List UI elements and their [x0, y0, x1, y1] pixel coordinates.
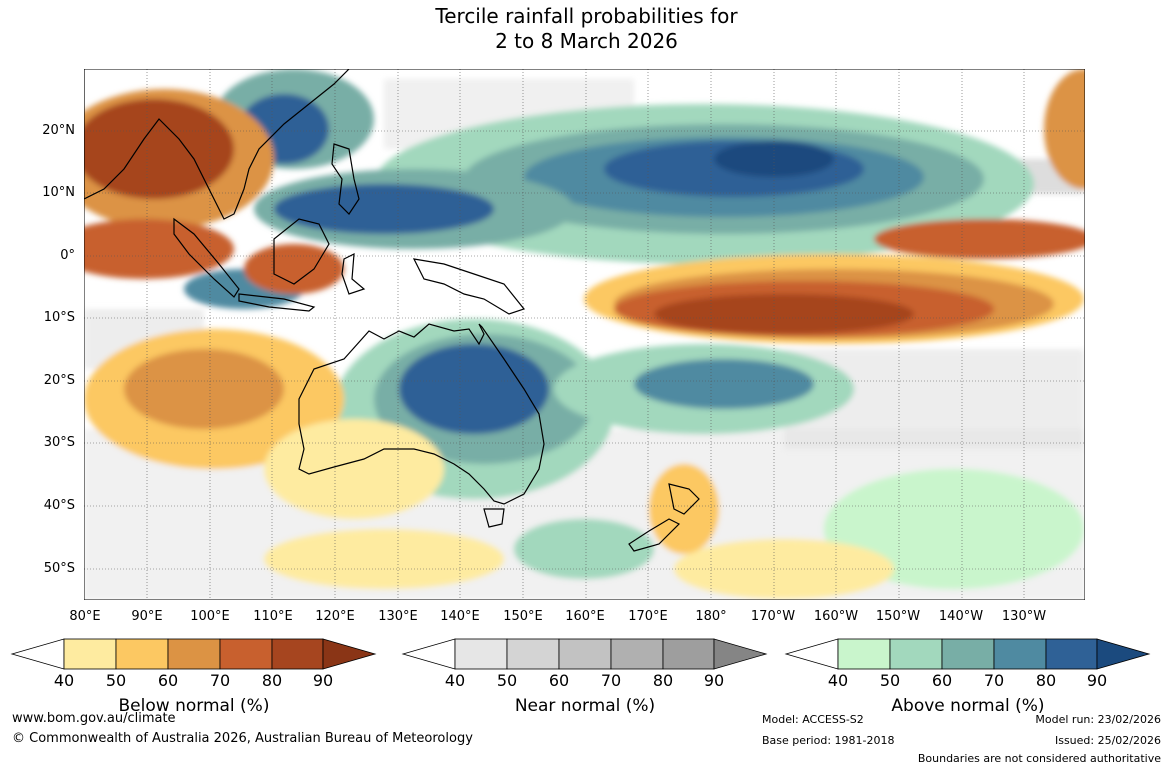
near-tick-40: 40: [444, 671, 466, 690]
near-swatch-1: [454, 638, 508, 670]
footer-model: Model: ACCESS-S2: [762, 713, 864, 726]
near-colorbar-title: Near normal (%): [514, 696, 656, 716]
title-line-2: 2 to 8 March 2026: [495, 29, 678, 53]
near-swatch-4: [610, 638, 664, 670]
colorbar-below: [10, 638, 377, 670]
lat-label-40s: 40°S: [43, 498, 75, 513]
below-tick-40: 40: [53, 671, 75, 690]
lat-label-30s: 30°S: [43, 435, 75, 450]
above-tick-80: 80: [1035, 671, 1057, 690]
lon-label-80e: 80°E: [69, 609, 101, 624]
colorbar-near: [401, 638, 768, 670]
near-tick-70: 70: [600, 671, 622, 690]
lon-label-100e: 100°E: [190, 609, 230, 624]
new-zealand-coast: [628, 483, 700, 552]
above-swatch-5: [1045, 638, 1098, 670]
lon-label-130w: 130°W: [1001, 609, 1047, 624]
near-swatch-5: [662, 638, 715, 670]
above-tick-50: 50: [879, 671, 901, 690]
lon-label-140w: 140°W: [938, 609, 984, 624]
lon-label-90e: 90°E: [131, 609, 163, 624]
below-tick-60: 60: [157, 671, 179, 690]
lon-label-170w: 170°W: [750, 609, 796, 624]
lon-label-140e: 140°E: [440, 609, 480, 624]
above-colorbar-title: Above normal (%): [891, 696, 1045, 716]
lon-label-160w: 160°W: [813, 609, 859, 624]
near-swatch-0: [401, 638, 456, 670]
lat-label-20s: 20°S: [43, 373, 75, 388]
above-tick-60: 60: [931, 671, 953, 690]
colorbar-above: [784, 638, 1151, 670]
near-tick-90: 90: [703, 671, 725, 690]
lon-label-130e: 130°E: [378, 609, 418, 624]
near-swatch-6: [713, 638, 768, 670]
title-line-1: Tercile rainfall probabilities for: [435, 4, 738, 28]
lon-label-170e: 170°E: [628, 609, 668, 624]
lat-label-0: 0°: [60, 248, 75, 263]
below-swatch-0: [10, 638, 65, 670]
asia-coast: [83, 68, 350, 220]
footer-issued: Issued: 25/02/2026: [1054, 734, 1161, 747]
above-tick-70: 70: [983, 671, 1005, 690]
colorbars: [10, 638, 1151, 670]
lon-label-180: 180°: [695, 609, 727, 624]
lat-label-10s: 10°S: [43, 310, 75, 325]
below-swatch-1: [63, 638, 117, 670]
footer-base-period: Base period: 1981-2018: [762, 734, 895, 747]
above-swatch-4: [993, 638, 1047, 670]
footer-url[interactable]: www.bom.gov.au/climate: [12, 711, 176, 726]
lon-label-120e: 120°E: [315, 609, 355, 624]
near-swatch-2: [506, 638, 560, 670]
lon-label-160e: 160°E: [565, 609, 605, 624]
lon-label-150w: 150°W: [875, 609, 921, 624]
below-tick-80: 80: [261, 671, 283, 690]
above-swatch-3: [941, 638, 995, 670]
above-tick-90: 90: [1086, 671, 1108, 690]
sulawesi-coast: [341, 252, 366, 295]
australia-coast: [298, 323, 545, 505]
below-colorbar-title: Below normal (%): [118, 696, 270, 716]
below-tick-70: 70: [209, 671, 231, 690]
near-swatch-3: [558, 638, 612, 670]
probability-map: [54, 68, 1124, 601]
below-tick-90: 90: [312, 671, 334, 690]
near-tick-80: 80: [652, 671, 674, 690]
below-swatch-2: [115, 638, 169, 670]
below-swatch-4: [219, 638, 273, 670]
footer-model-run: Model run: 23/02/2026: [1035, 713, 1161, 726]
lat-label-20n: 20°N: [42, 123, 75, 138]
lat-label-50s: 50°S: [43, 561, 75, 576]
new-guinea-coast: [412, 258, 526, 315]
above-swatch-0: [784, 638, 839, 670]
sumatra-coast: [173, 217, 240, 298]
above-swatch-6: [1096, 638, 1151, 670]
philippines-coast: [331, 143, 360, 215]
map-title: Tercile rainfall probabilities for 2 to …: [0, 4, 1173, 54]
java-coast: [238, 293, 316, 312]
footer-disclaimer: Boundaries are not considered authoritat…: [917, 752, 1161, 765]
map-svg: [54, 68, 1124, 601]
below-tick-50: 50: [105, 671, 127, 690]
near-tick-50: 50: [496, 671, 518, 690]
footer-copyright: © Commonwealth of Australia 2026, Austra…: [12, 731, 473, 746]
probability-field: [54, 69, 1124, 600]
below-swatch-6: [322, 638, 377, 670]
near-tick-60: 60: [548, 671, 570, 690]
lon-label-110e: 110°E: [253, 609, 293, 624]
above-swatch-2: [889, 638, 943, 670]
below-swatch-5: [271, 638, 324, 670]
graticule: [84, 69, 1085, 600]
above-tick-40: 40: [827, 671, 849, 690]
below-swatch-3: [167, 638, 221, 670]
above-swatch-1: [837, 638, 891, 670]
borneo-coast: [273, 218, 330, 285]
lon-label-150e: 150°E: [503, 609, 543, 624]
tasmania-coast: [483, 508, 505, 528]
lat-label-10n: 10°N: [42, 185, 75, 200]
